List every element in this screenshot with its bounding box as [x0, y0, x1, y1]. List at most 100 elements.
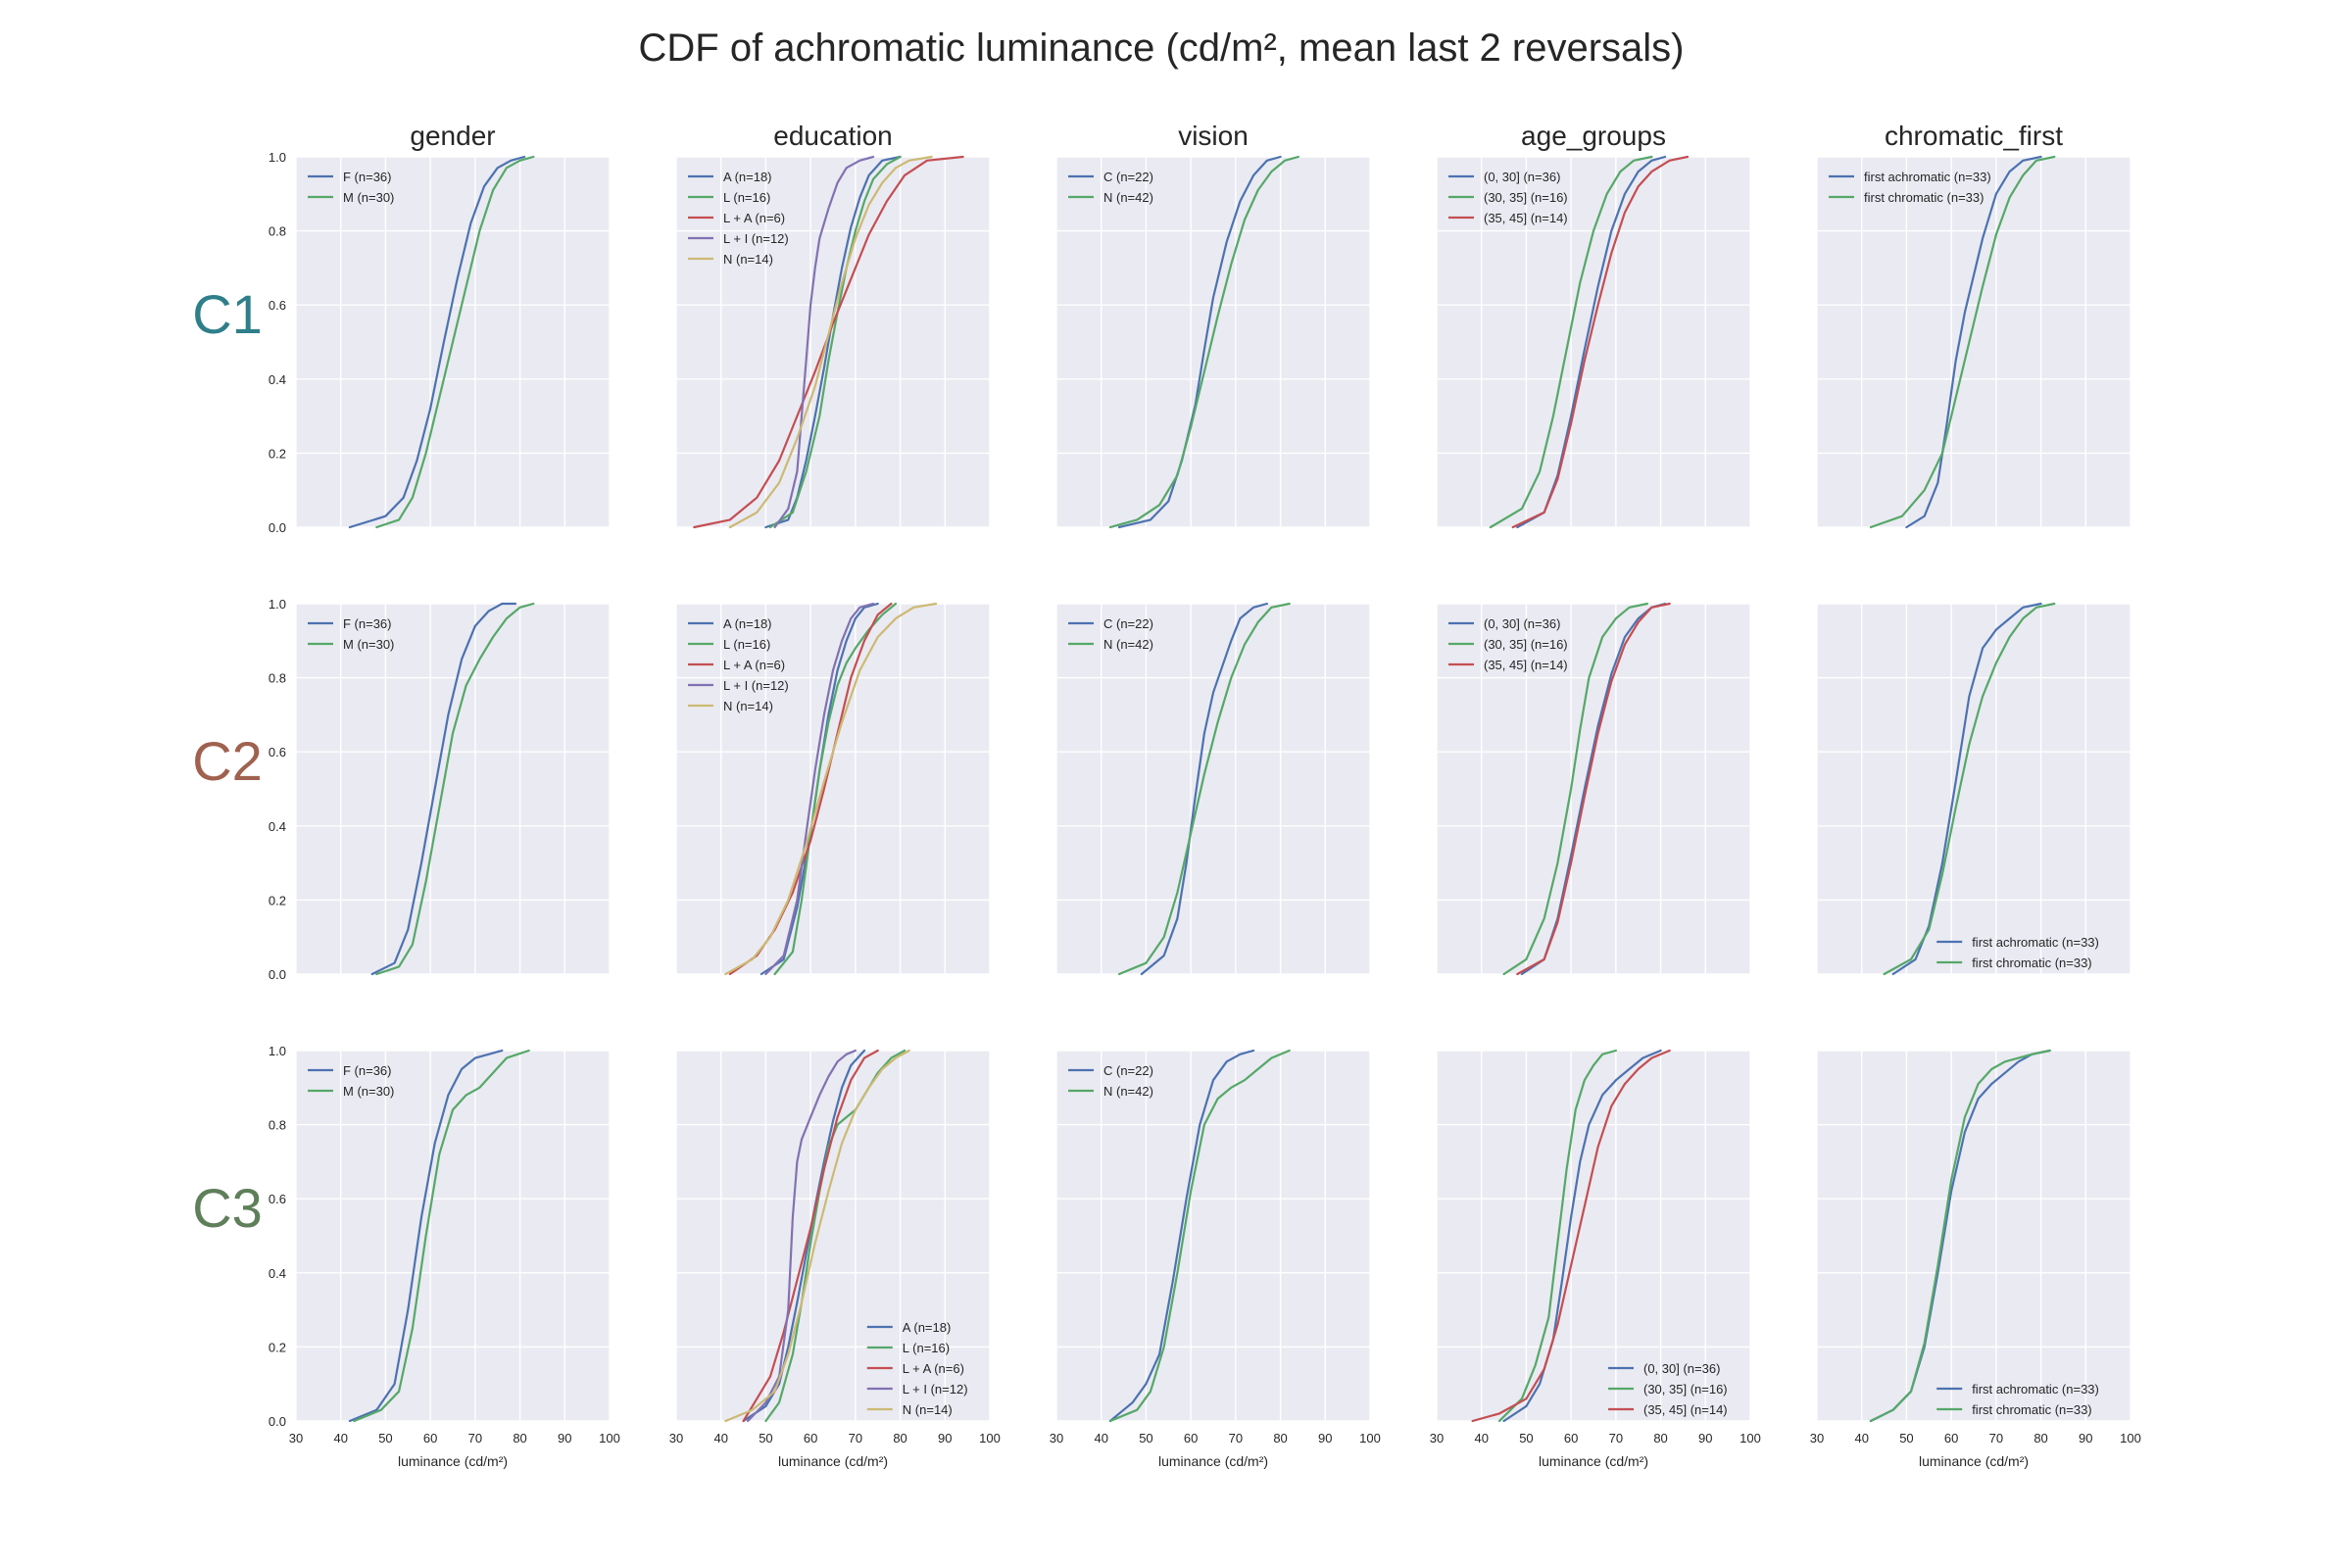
- x-tick-label: 90: [558, 1431, 571, 1446]
- legend: (0, 30] (n=36) (30, 35] (n=16) (35, 45] (n…: [1448, 170, 1568, 225]
- series-line-blue: [1502, 1049, 1662, 1423]
- legend-entry: F (n=36): [343, 616, 392, 631]
- legend-entry: L + A (n=6): [903, 1361, 964, 1376]
- legend: (0, 30] (n=36) (30, 35] (n=16) (35, 45] (n…: [1448, 616, 1568, 672]
- panel-c3-vision: 30 40 50 60 70 80 90 100 luminance (cd/m²) C (n=2…: [1050, 1049, 1381, 1469]
- column-title-education: education: [773, 121, 892, 151]
- legend-entry: C (n=22): [1103, 1063, 1153, 1078]
- x-tick-label: 70: [1989, 1431, 2003, 1446]
- series-line-green: [1108, 155, 1300, 529]
- y-tick-label: 0.4: [269, 372, 286, 387]
- x-axis-label: luminance (cd/m²): [778, 1453, 888, 1469]
- legend-entry: M (n=30): [343, 637, 394, 652]
- series-line-red: [1471, 1049, 1671, 1423]
- y-tick-label: 0.0: [269, 520, 286, 535]
- x-tick-label: 80: [513, 1431, 526, 1446]
- y-tick-label: 0.6: [269, 1192, 286, 1206]
- x-tick-label: 60: [1564, 1431, 1578, 1446]
- series-line-yellow: [724, 1049, 910, 1423]
- x-tick-label: 60: [804, 1431, 817, 1446]
- x-tick-label: 40: [1474, 1431, 1488, 1446]
- column-title-gender: gender: [410, 121, 495, 151]
- panel-background: [296, 1051, 610, 1421]
- legend-entry: A (n=18): [903, 1320, 952, 1335]
- legend-entry: first achromatic (n=33): [1972, 1382, 2099, 1396]
- legend-entry: first chromatic (n=33): [1864, 190, 1984, 205]
- legend-entry: L (n=16): [723, 637, 770, 652]
- series-line-blue: [348, 1049, 504, 1423]
- row-label-c2: C2: [192, 730, 263, 792]
- x-tick-label: 100: [979, 1431, 1001, 1446]
- legend: first achromatic (n=33) first chromatic (…: [1936, 935, 2099, 970]
- x-tick-label: 40: [713, 1431, 727, 1446]
- series-line-yellow: [728, 155, 933, 529]
- y-tick-label: 0.8: [269, 671, 286, 686]
- legend: A (n=18) L (n=16) L + A (n=6) L + I (n=12) N…: [688, 616, 789, 713]
- panel-c1-chromatic_first: first achromatic (n=33) first chromatic (…: [1816, 155, 2132, 529]
- x-tick-label: 100: [1740, 1431, 1761, 1446]
- panel-background: [1056, 1051, 1370, 1421]
- panel-background: [676, 604, 990, 974]
- x-tick-label: 70: [1229, 1431, 1243, 1446]
- y-tick-label: 0.2: [269, 1340, 286, 1354]
- x-tick-label: 80: [1653, 1431, 1667, 1446]
- x-tick-label: 30: [289, 1431, 303, 1446]
- legend-entry: first achromatic (n=33): [1864, 170, 1991, 184]
- panel-c2-chromatic_first: first achromatic (n=33) first chromatic (…: [1816, 602, 2132, 976]
- legend-entry: (30, 35] (n=16): [1484, 190, 1568, 205]
- x-tick-label: 30: [669, 1431, 683, 1446]
- legend: (0, 30] (n=36) (30, 35] (n=16) (35, 45] (n…: [1608, 1361, 1728, 1417]
- x-tick-label: 90: [1698, 1431, 1712, 1446]
- x-tick-label: 30: [1430, 1431, 1444, 1446]
- x-tick-label: 50: [1519, 1431, 1533, 1446]
- series-line-green: [353, 1049, 530, 1423]
- x-tick-label: 40: [333, 1431, 347, 1446]
- x-tick-label: 90: [938, 1431, 952, 1446]
- y-tick-label: 1.0: [269, 597, 286, 612]
- legend-entry: N (n=42): [1103, 637, 1153, 652]
- y-tick-label: 0.8: [269, 224, 286, 239]
- panel-c3-education: 30 40 50 60 70 80 90 100 luminance (cd/m²) A (n=1…: [669, 1049, 1001, 1469]
- series-line-red: [1511, 155, 1690, 529]
- legend-entry: M (n=30): [343, 190, 394, 205]
- panel-grid: gender education vision age_groups chromatic…: [192, 121, 2141, 1469]
- legend-entry: (0, 30] (n=36): [1484, 170, 1560, 184]
- x-tick-label: 90: [2079, 1431, 2092, 1446]
- x-tick-label: 50: [759, 1431, 772, 1446]
- x-tick-label: 80: [2034, 1431, 2047, 1446]
- x-tick-label: 60: [423, 1431, 437, 1446]
- x-tick-label: 60: [1184, 1431, 1198, 1446]
- series-line-green: [768, 155, 902, 529]
- x-tick-label: 40: [1094, 1431, 1107, 1446]
- y-tick-label: 0.2: [269, 893, 286, 907]
- y-tick-label: 1.0: [269, 150, 286, 165]
- x-tick-label: 60: [1944, 1431, 1958, 1446]
- panel-c2-vision: C (n=22) N (n=42): [1055, 602, 1371, 976]
- x-axis-label: luminance (cd/m²): [398, 1453, 508, 1469]
- x-tick-label: 50: [378, 1431, 392, 1446]
- series-line-green: [1108, 1049, 1291, 1423]
- legend: F (n=36) M (n=30): [308, 170, 394, 205]
- panel-c2-education: A (n=18) L (n=16) L + A (n=6) L + I (n=12) N…: [675, 602, 991, 976]
- panel-background: [296, 604, 610, 974]
- legend-entry: N (n=42): [1103, 190, 1153, 205]
- y-tick-label: 1.0: [269, 1044, 286, 1058]
- legend-entry: L (n=16): [723, 190, 770, 205]
- y-tick-label: 0.6: [269, 745, 286, 760]
- column-title-vision: vision: [1178, 121, 1249, 151]
- x-tick-label: 70: [468, 1431, 482, 1446]
- series-line-red: [693, 155, 964, 529]
- legend-entry: F (n=36): [343, 1063, 392, 1078]
- legend: C (n=22) N (n=42): [1068, 170, 1153, 205]
- panel-background: [1817, 604, 2131, 974]
- x-tick-label: 70: [849, 1431, 862, 1446]
- legend-entry: L + I (n=12): [903, 1382, 968, 1396]
- x-axis-label: luminance (cd/m²): [1158, 1453, 1268, 1469]
- panel-c2-age_groups: (0, 30] (n=36) (30, 35] (n=16) (35, 45] (n…: [1436, 602, 1751, 976]
- legend-entry: A (n=18): [723, 170, 772, 184]
- row-label-c1: C1: [192, 283, 263, 345]
- series-line-yellow: [724, 602, 938, 976]
- legend: C (n=22) N (n=42): [1068, 616, 1153, 652]
- x-tick-label: 100: [2120, 1431, 2141, 1446]
